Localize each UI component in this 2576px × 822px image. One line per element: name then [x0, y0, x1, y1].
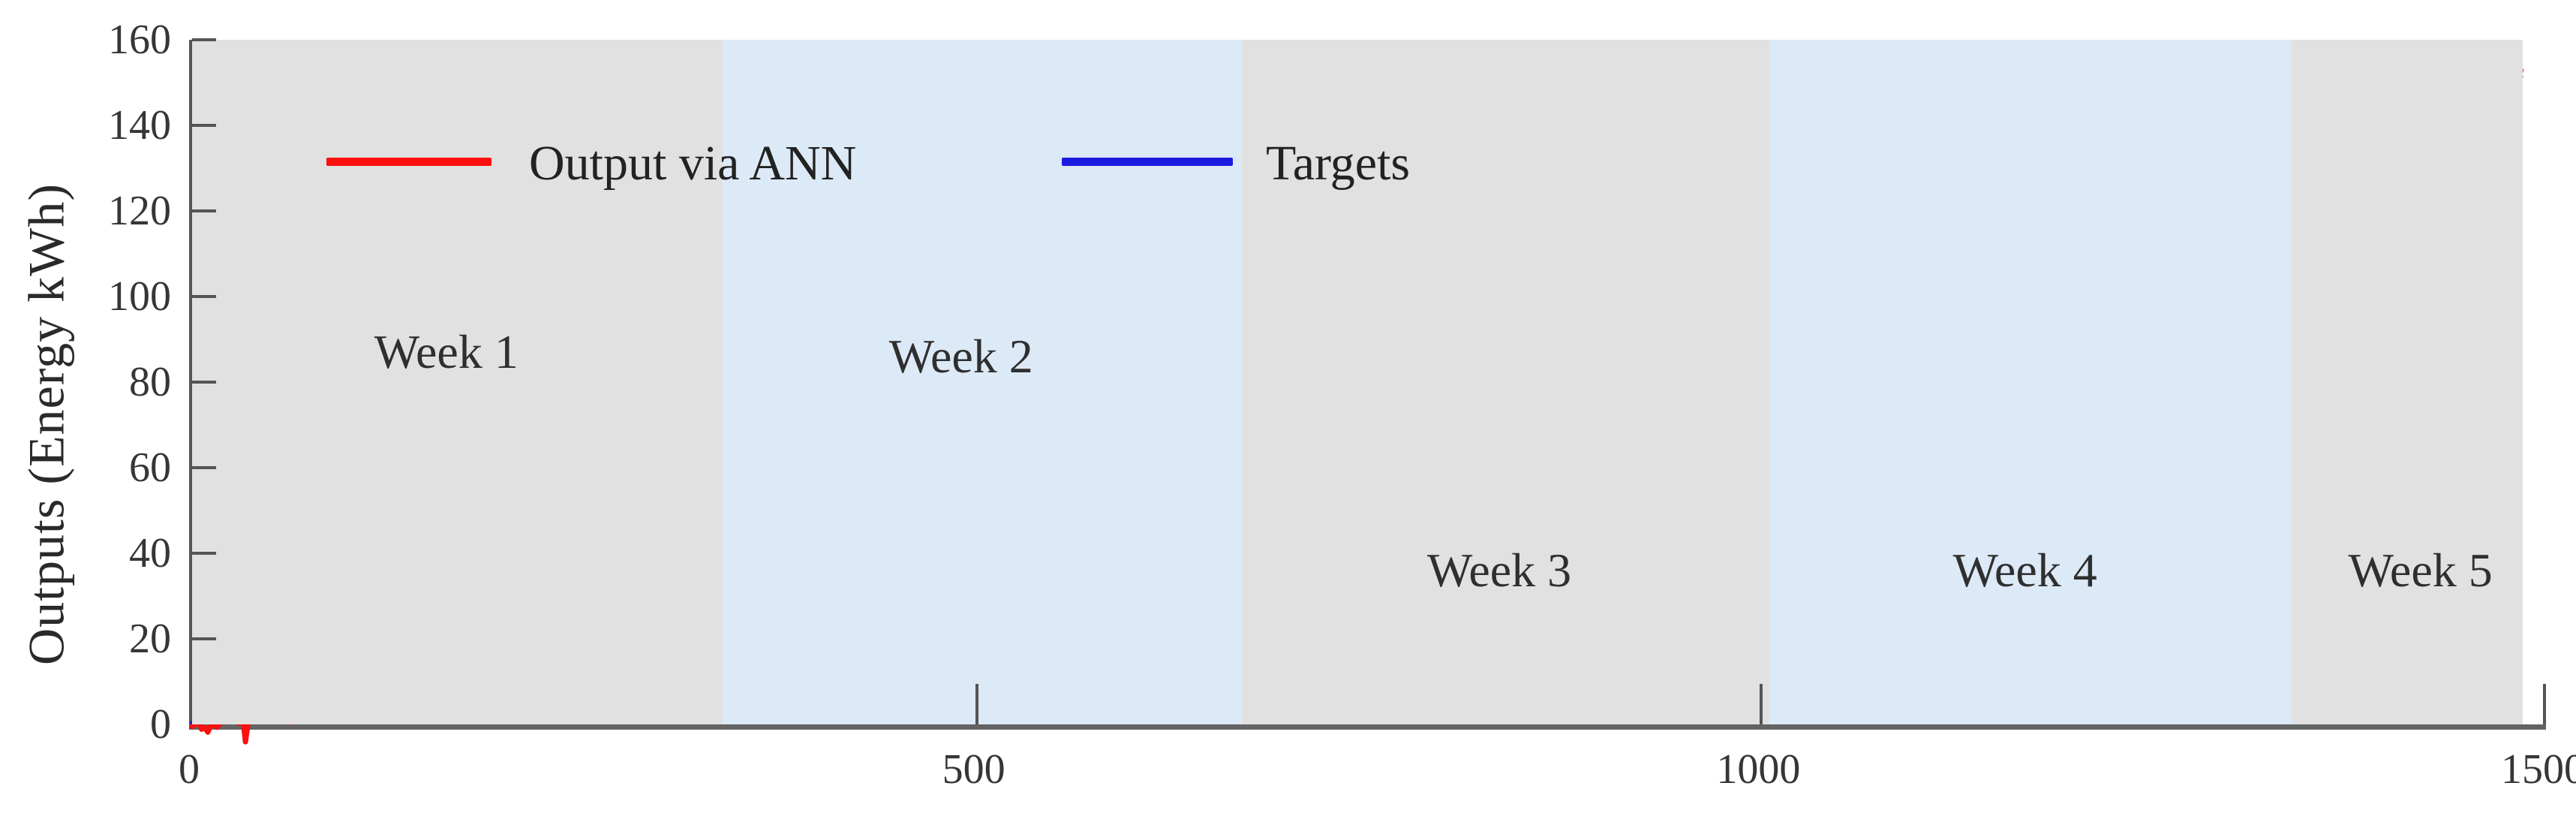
legend-label-ann: Output via ANN [529, 136, 857, 191]
y-axis-tick [192, 552, 216, 555]
x-tick-label: 1500 [2501, 746, 2576, 793]
x-tick-label: 500 [942, 746, 1005, 793]
x-axis-tick [2543, 684, 2546, 724]
y-tick-label: 40 [129, 530, 171, 577]
y-tick-label: 120 [108, 188, 171, 234]
y-axis-tick [192, 637, 216, 640]
legend-swatch-ann-line [326, 158, 491, 166]
y-tick-label: 60 [129, 444, 171, 491]
week-band-label: Week 3 [1427, 543, 1572, 597]
week-band [2292, 40, 2523, 724]
x-tick-label: 1000 [1716, 746, 1801, 793]
y-tick-label: 80 [129, 359, 171, 405]
x-tick-label: 0 [179, 746, 200, 793]
y-tick-label: 100 [108, 273, 171, 320]
legend-swatch-targets-line [1062, 158, 1233, 166]
y-axis-tick [192, 209, 216, 212]
week-band-label: Week 2 [888, 329, 1033, 383]
week-band [722, 40, 1243, 724]
x-axis-tick [1760, 684, 1763, 724]
week-band-label: Week 4 [1952, 543, 2097, 597]
y-tick-label: 160 [108, 17, 171, 63]
y-axis-title: Outputs (Energy kWh) [17, 183, 75, 665]
y-axis-tick [192, 38, 216, 41]
week-band [1769, 40, 2292, 724]
week-band-label: Week 5 [2348, 543, 2493, 597]
week-band [192, 40, 723, 724]
x-axis-tick [975, 684, 978, 724]
plot-area: Week 1 Week 2 Week 3 Week 4 Week 5 [189, 38, 2546, 730]
week-band [1242, 40, 1769, 724]
y-axis-tick [192, 124, 216, 127]
y-axis-tick [192, 466, 216, 469]
y-axis-tick [192, 295, 216, 298]
y-tick-label: 140 [108, 102, 171, 149]
legend-label-targets: Targets [1266, 136, 1411, 191]
week-band-label: Week 1 [374, 325, 519, 379]
y-tick-label: 0 [150, 701, 171, 748]
y-tick-label: 20 [129, 616, 171, 662]
y-axis-tick [192, 381, 216, 384]
